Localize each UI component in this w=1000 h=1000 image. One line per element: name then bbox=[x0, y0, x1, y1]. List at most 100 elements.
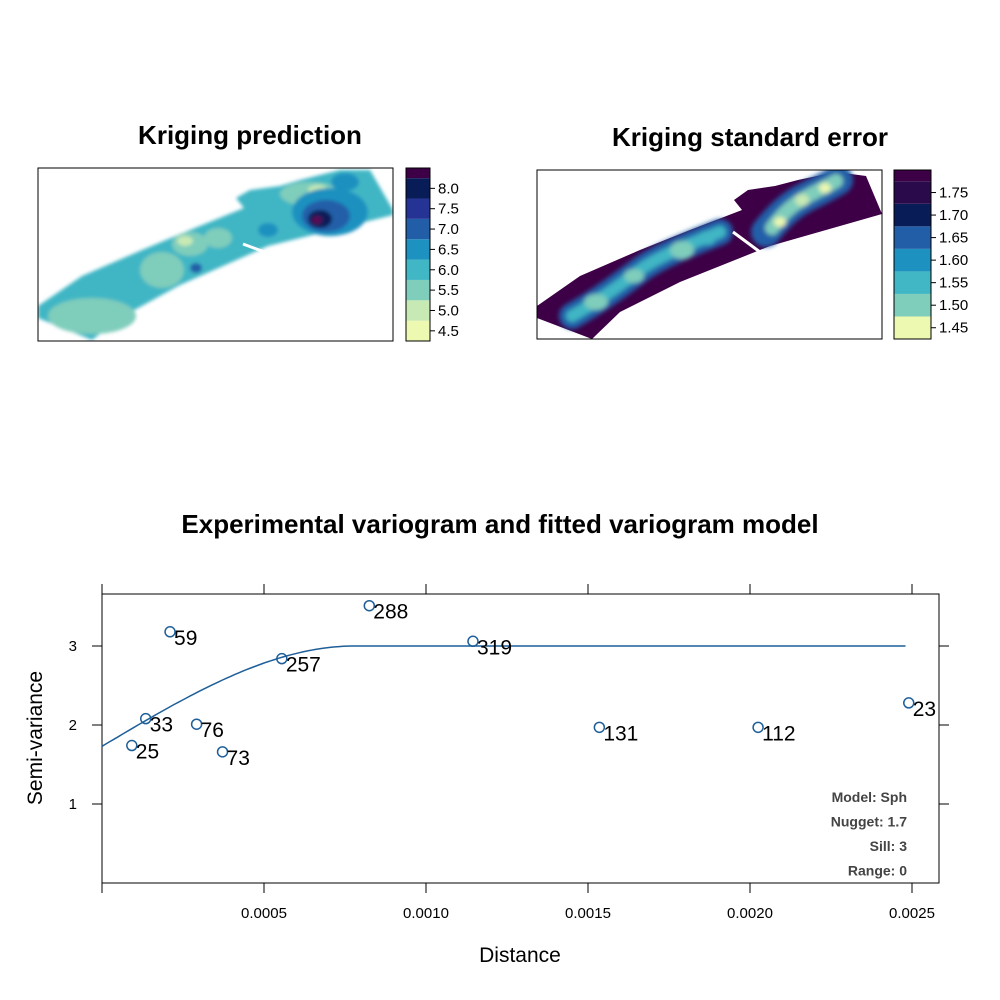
colorbar-segment bbox=[894, 226, 931, 249]
colorbar-tick-label: 1.55 bbox=[939, 275, 968, 292]
y-axis-label: Semi-variance bbox=[24, 671, 47, 805]
colorbar-tick-label: 1.65 bbox=[939, 230, 968, 247]
colorbar-tick-label: 1.70 bbox=[939, 207, 968, 224]
variogram-point bbox=[593, 721, 606, 734]
variogram-point bbox=[903, 697, 915, 709]
prediction-patch-high-7 bbox=[331, 173, 359, 191]
colorbar-tick-label: 6.5 bbox=[438, 241, 459, 258]
variogram-point bbox=[276, 652, 288, 665]
prediction-map bbox=[38, 170, 393, 340]
colorbar-segment bbox=[894, 293, 931, 317]
prediction-frame bbox=[37, 167, 394, 342]
prediction-patch-low-1 bbox=[48, 298, 136, 334]
stderr-colorbar: 1.75 1.70 1.65 1.60 1.55 1.50 1.45 bbox=[893, 169, 968, 340]
point-count-label: 131 bbox=[603, 722, 638, 745]
model-annotation: Sill: 3 bbox=[870, 838, 908, 854]
point-count-label: 23 bbox=[913, 698, 936, 721]
variogram-point bbox=[752, 721, 764, 734]
stderr-spot-5 bbox=[774, 217, 786, 227]
x-tick-label: 0.0010 bbox=[403, 905, 449, 922]
prediction-patch-low-2 bbox=[140, 252, 184, 288]
variogram-panel: Experimental variogram and fitted variog… bbox=[24, 509, 949, 967]
stderr-spot-7 bbox=[819, 183, 831, 193]
colorbar-tick-label: 1.60 bbox=[939, 252, 968, 269]
stderr-band-4 bbox=[765, 174, 843, 235]
variogram-point bbox=[164, 626, 176, 638]
point-count-label: 25 bbox=[136, 741, 159, 764]
model-annotation: Model: Sph bbox=[832, 789, 907, 805]
prediction-patch-high-5 bbox=[190, 263, 202, 273]
point-count-label: 73 bbox=[227, 747, 250, 770]
point-count-label: 288 bbox=[373, 601, 408, 624]
variogram-frame bbox=[101, 593, 940, 884]
colorbar-tick-label: 1.50 bbox=[939, 297, 968, 314]
colorbar-segment bbox=[406, 300, 430, 321]
colorbar-tick-label: 5.0 bbox=[438, 302, 459, 319]
colorbar-segment bbox=[894, 248, 931, 272]
prediction-patch-high-4 bbox=[312, 216, 322, 224]
x-tick-label: 0.0015 bbox=[565, 905, 611, 922]
colorbar-segment bbox=[406, 279, 430, 301]
stderr-spot-6 bbox=[795, 194, 809, 206]
colorbar-tick-label: 4.5 bbox=[438, 323, 459, 340]
stderr-spot-3 bbox=[670, 241, 694, 259]
stderr-spot-4 bbox=[698, 231, 716, 245]
prediction-patch-low-4 bbox=[177, 236, 193, 246]
x-axis-label: Distance bbox=[479, 944, 561, 967]
colorbar-segment bbox=[406, 178, 430, 199]
variogram-point bbox=[467, 635, 479, 648]
colorbar-segment bbox=[406, 320, 430, 341]
prediction-patch-high-6 bbox=[258, 223, 278, 237]
variogram-model-annotations: Model: Sph Nugget: 1.7 Sill: 3 Range: 0 bbox=[831, 789, 907, 879]
colorbar-frame bbox=[405, 167, 431, 342]
x-tick-label: 0.0025 bbox=[889, 905, 935, 922]
colorbar-segment bbox=[406, 239, 430, 260]
colorbar-tick-label: 5.5 bbox=[438, 282, 459, 299]
variogram-point bbox=[126, 739, 138, 752]
y-tick-label: 1 bbox=[69, 796, 77, 813]
stderr-spot-2 bbox=[624, 269, 644, 283]
colorbar-tick-label: 7.0 bbox=[438, 221, 459, 238]
colorbar-tick-label: 1.75 bbox=[939, 185, 968, 202]
prediction-panel: Kriging prediction 8.0 7.5 bbox=[37, 120, 459, 342]
prediction-title: Kriging prediction bbox=[138, 120, 362, 150]
prediction-patch-low-5 bbox=[204, 228, 232, 248]
stderr-panel: Kriging standard error 1.751.701.651.601… bbox=[536, 122, 968, 340]
stderr-title: Kriging standard error bbox=[612, 122, 888, 152]
colorbar-frame bbox=[893, 169, 932, 340]
colorbar-segment bbox=[894, 181, 931, 204]
y-tick-label: 2 bbox=[69, 717, 77, 734]
variogram-point bbox=[216, 746, 229, 758]
x-tick-label: 0.0005 bbox=[241, 905, 287, 922]
stderr-spot-1 bbox=[584, 294, 608, 310]
colorbar-segment bbox=[406, 198, 430, 219]
point-count-label: 112 bbox=[762, 722, 795, 745]
variogram-title: Experimental variogram and fitted variog… bbox=[181, 509, 818, 539]
point-count-label: 59 bbox=[174, 627, 197, 650]
stderr-map bbox=[537, 170, 882, 339]
prediction-colorbar: 8.0 7.5 7.0 6.5 6.0 5.5 5.0 4.5 bbox=[405, 167, 459, 342]
point-count-label: 76 bbox=[201, 719, 224, 742]
colorbar-segment bbox=[894, 271, 931, 294]
colorbar-segment bbox=[406, 218, 430, 240]
colorbar-tick-label: 8.0 bbox=[438, 180, 459, 197]
stderr-frame bbox=[536, 169, 883, 340]
prediction-field-gap bbox=[242, 242, 271, 256]
colorbar-tick-label: 1.45 bbox=[939, 320, 968, 337]
variogram-model-curve bbox=[101, 645, 906, 747]
model-annotation: Nugget: 1.7 bbox=[831, 814, 907, 830]
stderr-field-gap bbox=[732, 230, 761, 254]
colorbar-segment bbox=[894, 316, 931, 339]
variogram-point bbox=[363, 599, 376, 612]
colorbar-tick-label: 6.0 bbox=[438, 262, 459, 279]
colorbar-segment bbox=[894, 170, 931, 182]
variogram-point bbox=[139, 712, 152, 725]
model-annotation: Range: 0 bbox=[848, 863, 907, 879]
variogram-point bbox=[190, 718, 203, 730]
colorbar-tick-label: 7.5 bbox=[438, 201, 459, 218]
point-count-label: 257 bbox=[286, 654, 321, 677]
colorbar-segment bbox=[406, 259, 430, 280]
